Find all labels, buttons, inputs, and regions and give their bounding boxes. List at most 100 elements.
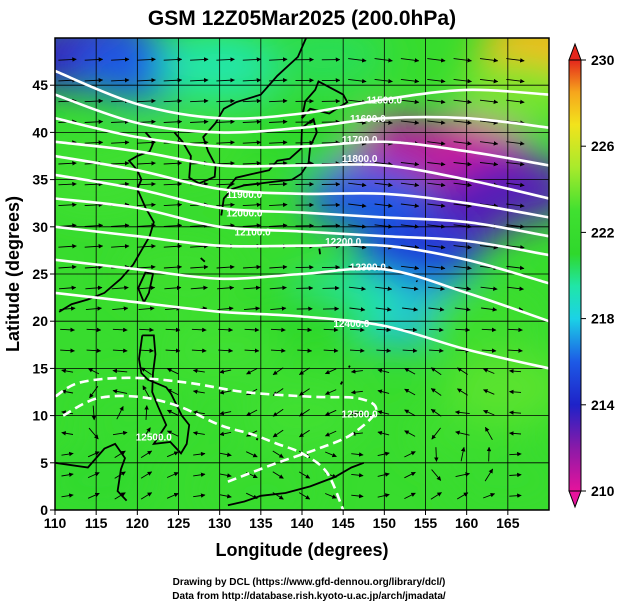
wind-arrow xyxy=(269,223,288,228)
wind-arrow xyxy=(193,451,206,457)
wind-arrow xyxy=(456,492,469,500)
wind-arrow xyxy=(61,472,74,477)
wind-arrow xyxy=(84,57,104,62)
y-tick-label: 5 xyxy=(40,455,48,471)
wind-arrow xyxy=(431,469,442,481)
x-tick-label: 145 xyxy=(331,515,355,531)
wind-arrow xyxy=(453,58,472,63)
wind-arrow xyxy=(479,120,499,125)
wind-arrow xyxy=(84,181,104,187)
wind-arrow xyxy=(217,306,234,311)
wind-arrow xyxy=(509,368,522,374)
contour-labels: 11500.0 11600.0 11700.0 11800.0 11900.0 12000… xyxy=(136,95,403,443)
height-contours xyxy=(55,69,549,510)
wind-arrow xyxy=(272,492,284,500)
wind-arrow xyxy=(325,493,337,499)
wind-arrow xyxy=(242,264,262,270)
wind-arrow xyxy=(299,429,310,438)
wind-arrow xyxy=(216,181,235,187)
wind-arrow xyxy=(190,285,208,291)
wind-arrow xyxy=(509,493,522,498)
credit-drawing: Drawing by DCL (https://www.gfd-dennou.o… xyxy=(173,577,446,588)
wind-arrow xyxy=(374,120,393,125)
y-tick-label: 35 xyxy=(32,172,48,188)
wind-arrow xyxy=(272,450,284,458)
wind-arrow xyxy=(297,348,313,353)
wind-arrow xyxy=(216,77,235,83)
wind-arrow xyxy=(400,58,420,63)
wind-arrow xyxy=(58,264,77,270)
coastline xyxy=(138,334,191,455)
wind-arrow xyxy=(84,119,104,125)
wind-arrow xyxy=(404,430,416,437)
wind-arrow xyxy=(137,264,156,270)
wind-arrow xyxy=(455,472,470,478)
wind-arrow xyxy=(91,405,97,421)
wind-arrow xyxy=(219,431,232,437)
contour-label: 12200.0 xyxy=(325,237,362,248)
wind-arrow xyxy=(140,492,153,500)
wind-arrow xyxy=(242,202,262,208)
wind-arrow xyxy=(139,348,154,353)
y-tick-label: 30 xyxy=(32,219,48,235)
colorbar-min-extension xyxy=(568,490,582,509)
wind-arrow xyxy=(111,161,130,166)
wind-arrow xyxy=(84,264,103,270)
wind-arrow xyxy=(246,409,258,416)
x-tick-label: 160 xyxy=(455,515,479,531)
wind-arrow xyxy=(163,161,183,166)
wind-arrow xyxy=(58,57,77,62)
contour-label: 11900.0 xyxy=(227,190,263,201)
wind-arrow xyxy=(479,244,499,250)
wind-arrow xyxy=(190,98,209,104)
coastline xyxy=(137,271,155,303)
contour-label: 11500.0 xyxy=(367,95,403,106)
wind-arrow xyxy=(87,492,100,499)
wind-arrow xyxy=(377,451,390,457)
wind-arrow xyxy=(140,367,152,375)
wind-arrow xyxy=(484,468,494,482)
wind-arrow xyxy=(58,181,77,187)
wind-arrow xyxy=(84,223,104,228)
wind-arrow xyxy=(506,99,525,105)
wind-arrow xyxy=(111,57,130,62)
height-contour xyxy=(55,93,549,134)
wind-arrow xyxy=(218,327,234,333)
wind-arrow xyxy=(142,427,151,440)
wind-arrow xyxy=(377,389,390,394)
wind-arrow xyxy=(377,493,390,498)
wind-arrow xyxy=(216,140,235,145)
height-contour xyxy=(55,225,549,285)
wind-arrow xyxy=(479,99,499,105)
wind-arrow xyxy=(298,492,311,500)
wind-arrow xyxy=(400,244,420,250)
wind-arrow xyxy=(427,58,446,63)
wind-arrow xyxy=(400,99,420,105)
field-sample xyxy=(264,38,389,91)
wind-arrow xyxy=(506,244,525,250)
height-contour xyxy=(55,173,549,238)
contour-label: 11800.0 xyxy=(342,154,378,165)
wind-arrow xyxy=(349,348,365,353)
wind-arrow xyxy=(85,285,103,291)
wind-arrow xyxy=(84,77,104,83)
wind-arrow xyxy=(58,161,77,166)
wind-arrow xyxy=(111,244,130,249)
wind-arrow xyxy=(59,306,76,311)
contour-label: 12300.0 xyxy=(350,262,387,273)
wind-arrow xyxy=(481,307,498,312)
wind-arrow xyxy=(509,451,522,457)
coastline xyxy=(255,437,259,441)
wind-arrow xyxy=(427,141,446,146)
wind-arrow xyxy=(165,327,181,333)
coastline xyxy=(58,131,155,313)
wind-arrow xyxy=(374,203,393,208)
wind-arrow xyxy=(400,161,420,167)
wind-arrow xyxy=(348,224,367,229)
wind-arrow xyxy=(483,368,495,374)
wind-arrow xyxy=(85,306,102,311)
wind-arrow xyxy=(111,140,130,145)
contour-label: 12500.0 xyxy=(136,432,173,443)
wind-arrow xyxy=(485,426,493,441)
wind-arrow xyxy=(376,348,392,353)
